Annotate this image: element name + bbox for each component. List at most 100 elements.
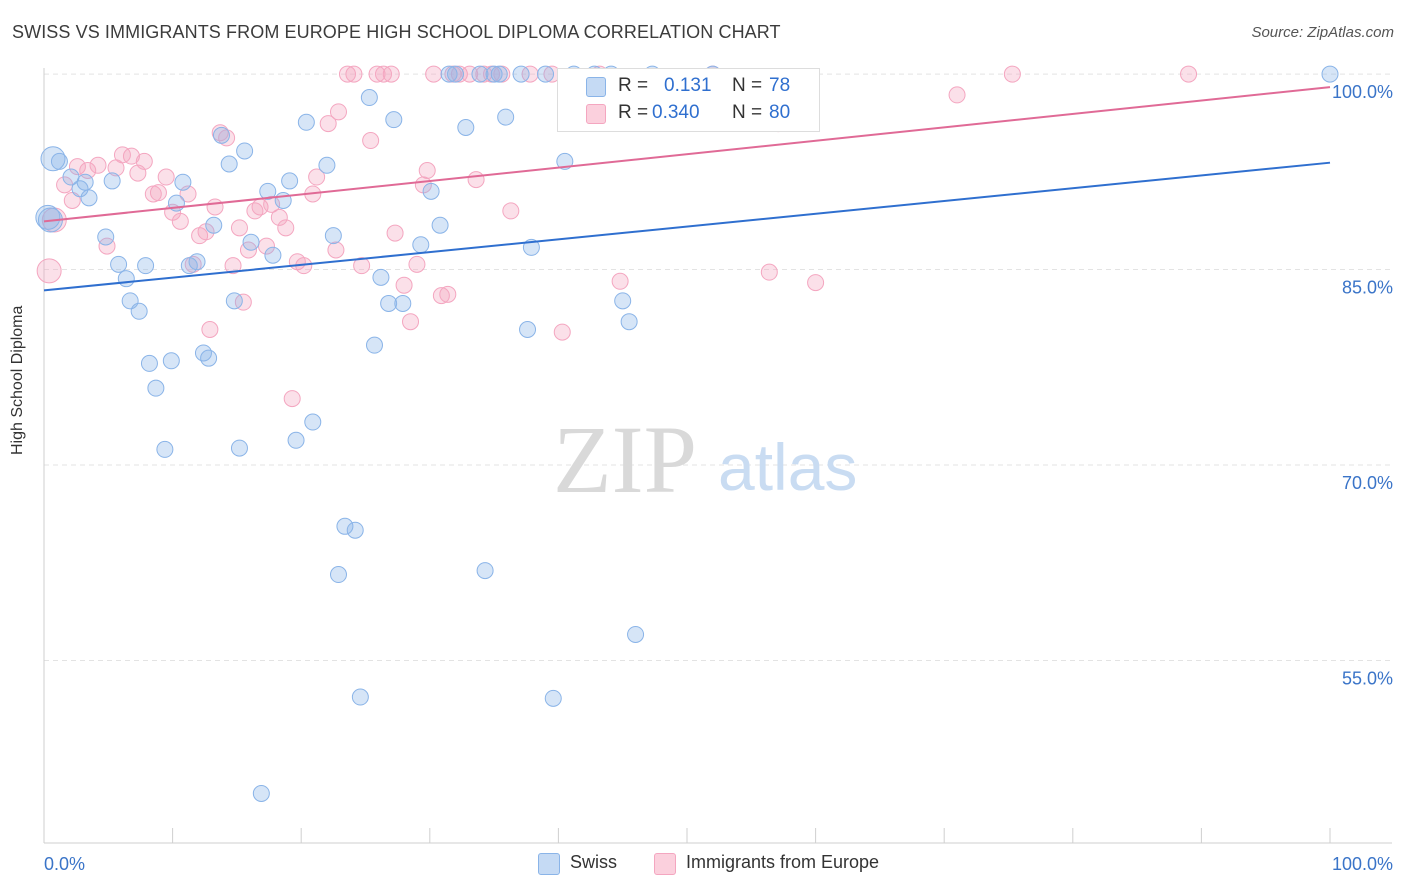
data-point-swiss bbox=[471, 65, 489, 83]
data-point-europe bbox=[113, 146, 131, 164]
legend-swatch-europe bbox=[654, 853, 676, 875]
data-point-swiss bbox=[220, 155, 238, 173]
data-point-europe bbox=[502, 202, 520, 220]
series-legend-label-swiss: Swiss bbox=[570, 852, 618, 872]
data-point-swiss bbox=[117, 270, 135, 288]
data-point-swiss bbox=[614, 292, 632, 310]
data-point-europe bbox=[122, 147, 140, 165]
data-point-europe bbox=[89, 156, 107, 174]
data-point-europe bbox=[230, 219, 248, 237]
y-tick-labels: 100.0% 85.0% 70.0% 55.0% bbox=[1332, 82, 1393, 688]
legend-n-value-europe: 80 bbox=[769, 102, 791, 123]
data-point-swiss bbox=[360, 89, 378, 107]
legend-n-value-swiss: 78 bbox=[769, 75, 791, 96]
data-point-europe bbox=[362, 132, 380, 150]
data-point-europe bbox=[353, 257, 371, 275]
axes bbox=[43, 68, 1392, 844]
legend-r-value-swiss: 0.131 bbox=[664, 75, 712, 96]
data-point-swiss bbox=[1321, 65, 1339, 83]
data-point-europe bbox=[234, 293, 252, 311]
data-point-swiss bbox=[324, 227, 342, 245]
data-point-europe bbox=[171, 212, 189, 230]
data-point-swiss bbox=[537, 65, 555, 83]
data-point-europe bbox=[432, 287, 450, 305]
y-axis-label: High School Diploma bbox=[9, 305, 26, 455]
data-point-europe bbox=[277, 219, 295, 237]
data-point-europe bbox=[283, 390, 301, 408]
data-point-swiss bbox=[230, 439, 248, 457]
data-point-swiss bbox=[50, 152, 68, 170]
data-point-europe bbox=[395, 276, 413, 294]
data-point-swiss bbox=[457, 119, 475, 136]
data-point-swiss bbox=[225, 292, 243, 310]
gridlines bbox=[44, 73, 1392, 662]
data-point-europe bbox=[425, 65, 443, 83]
data-point-swiss bbox=[281, 172, 299, 190]
data-point-europe bbox=[135, 152, 153, 170]
data-point-swiss bbox=[103, 172, 121, 190]
source-label: Source: ZipAtlas.com bbox=[1251, 24, 1394, 41]
legend-n-label: N = bbox=[732, 102, 763, 123]
data-point-swiss bbox=[620, 313, 638, 331]
data-point-swiss bbox=[140, 354, 158, 372]
data-point-europe bbox=[63, 191, 81, 209]
data-point-swiss bbox=[35, 204, 61, 230]
data-point-swiss bbox=[440, 65, 458, 83]
data-point-swiss bbox=[242, 233, 260, 251]
data-point-swiss bbox=[80, 189, 98, 207]
data-point-swiss bbox=[76, 173, 94, 191]
data-point-swiss bbox=[329, 566, 347, 584]
watermark: ZIP atlas bbox=[553, 406, 857, 513]
data-point-europe bbox=[149, 184, 167, 202]
data-point-swiss bbox=[385, 111, 403, 129]
data-point-swiss bbox=[137, 257, 155, 275]
data-point-europe bbox=[327, 241, 345, 259]
data-point-swiss bbox=[236, 142, 254, 160]
data-point-swiss bbox=[162, 352, 180, 370]
data-point-swiss bbox=[394, 294, 412, 312]
data-point-swiss bbox=[180, 257, 198, 275]
watermark-zip: ZIP bbox=[553, 406, 697, 513]
data-point-swiss bbox=[318, 156, 336, 174]
x-tick-labels: 0.0% 100.0% bbox=[44, 854, 1393, 874]
correlation-legend: R = 0.131 N = 78 R = 0.340 N = 80 bbox=[557, 68, 820, 132]
data-point-europe bbox=[461, 65, 479, 83]
data-point-swiss bbox=[544, 689, 562, 707]
data-point-europe bbox=[338, 65, 356, 83]
data-point-europe bbox=[386, 224, 404, 242]
data-point-swiss bbox=[336, 517, 354, 535]
data-point-europe bbox=[36, 258, 62, 284]
data-point-swiss bbox=[485, 65, 503, 83]
data-point-swiss bbox=[422, 182, 440, 200]
data-point-europe bbox=[206, 198, 224, 216]
data-point-swiss bbox=[287, 431, 305, 449]
data-point-europe bbox=[418, 162, 436, 180]
legend-r-label: R = bbox=[618, 75, 649, 96]
x-tick-label: 100.0% bbox=[1332, 854, 1393, 874]
data-point-europe bbox=[467, 171, 485, 189]
data-point-swiss bbox=[380, 294, 398, 312]
data-point-europe bbox=[807, 274, 825, 292]
data-point-europe bbox=[948, 86, 966, 104]
data-point-europe bbox=[408, 255, 426, 273]
y-tick-label: 55.0% bbox=[1342, 669, 1393, 689]
legend-swatch-europe bbox=[586, 104, 606, 124]
series-legend: Swiss Immigrants from Europe bbox=[0, 852, 1406, 878]
data-point-europe bbox=[450, 65, 468, 83]
data-point-swiss bbox=[346, 521, 364, 539]
data-point-swiss bbox=[40, 146, 66, 172]
y-tick-label: 70.0% bbox=[1342, 473, 1393, 493]
legend-swatch-swiss bbox=[586, 77, 606, 97]
trend-line-swiss bbox=[43, 161, 1331, 292]
data-point-swiss bbox=[497, 108, 515, 126]
data-point-europe bbox=[201, 321, 219, 339]
data-point-europe bbox=[439, 285, 457, 303]
data-point-europe bbox=[329, 103, 347, 121]
legend-n-label: N = bbox=[732, 75, 763, 96]
data-point-swiss bbox=[97, 228, 115, 246]
data-point-swiss bbox=[476, 562, 494, 580]
data-point-swiss bbox=[366, 336, 384, 354]
data-point-swiss bbox=[147, 379, 165, 397]
data-point-swiss bbox=[512, 65, 530, 83]
legend-r-label: R = bbox=[618, 102, 649, 123]
